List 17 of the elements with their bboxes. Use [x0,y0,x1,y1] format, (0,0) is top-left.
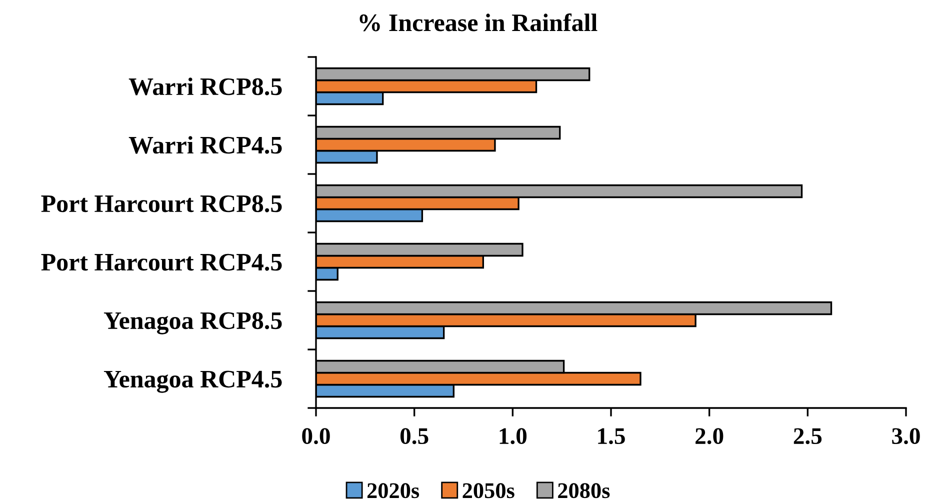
y-tick-label: Port Harcourt RCP4.5 [41,254,282,271]
legend-label: 2080s [558,483,610,498]
x-tick-label: 1.0 [500,428,527,444]
y-tick-label: Yenagoa RCP4.5 [104,370,282,393]
x-tick-label: 0.5 [400,428,428,444]
legend-label: 2020s [367,483,420,498]
x-tick-label: 2.5 [794,428,822,444]
y-tick-label: Warri RCP8.5 [128,78,282,96]
x-tick-label: 0.0 [302,428,330,444]
y-tick-label: Yenagoa RCP8.5 [104,312,282,334]
x-tick-label: 1.5 [598,428,625,444]
chart-title: % Increase in Rainfall [360,13,598,32]
legend-label: 2050s [462,483,514,498]
x-tick-label: 3.0 [892,428,920,444]
x-tick-label: 2.0 [696,428,724,444]
y-tick-label: Warri RCP4.5 [128,136,282,154]
y-tick-label: Port Harcourt RCP8.5 [41,195,282,212]
